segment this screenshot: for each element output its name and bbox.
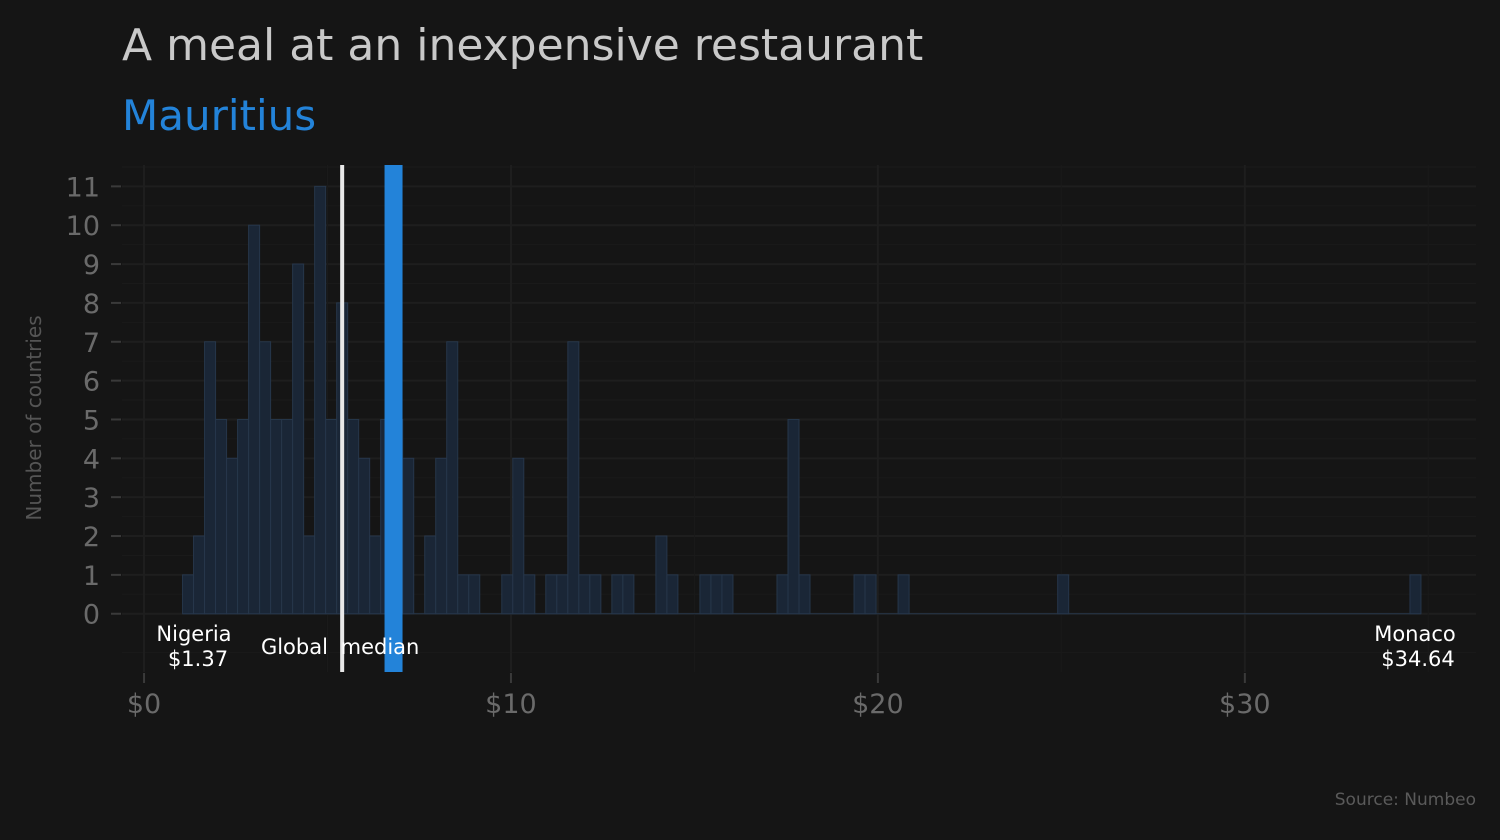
chart-subtitle: Mauritius	[122, 91, 316, 140]
nigeria-label: Nigeria	[156, 622, 231, 646]
histogram-bar	[314, 185, 327, 615]
source-note: Source: Numbeo	[1335, 790, 1476, 810]
y-tick-label: 10	[66, 211, 100, 242]
histogram-bar	[501, 574, 514, 615]
histogram-bar	[710, 574, 723, 615]
histogram-bar	[402, 457, 415, 615]
monaco-value: $34.64	[1381, 647, 1454, 671]
median-label: Global median	[261, 635, 419, 659]
y-tick-label: 0	[83, 600, 100, 631]
y-tick-label: 1	[83, 561, 100, 592]
y-tick-label: 6	[83, 367, 100, 398]
histogram-bar	[182, 574, 195, 615]
monaco-label: Monaco	[1374, 622, 1456, 646]
histogram-bar	[259, 341, 272, 615]
x-tick-label: $20	[852, 689, 904, 720]
histogram-bar	[864, 574, 877, 615]
x-tick-label: $30	[1219, 689, 1271, 720]
histogram-bar	[1057, 574, 1070, 615]
y-tick-label: 9	[83, 250, 100, 281]
histogram-bar	[303, 535, 316, 615]
histogram-bar	[424, 535, 437, 615]
histogram-bar	[281, 418, 294, 615]
histogram-bar	[655, 535, 668, 615]
histogram-bar	[270, 418, 283, 615]
histogram-bar	[798, 574, 811, 615]
histogram-bar	[622, 574, 635, 615]
y-tick-label: 3	[83, 483, 100, 514]
histogram-bar	[204, 341, 217, 615]
histogram-bar	[776, 574, 789, 615]
histogram-bar	[556, 574, 569, 615]
histogram-bar	[358, 457, 371, 615]
y-tick-label: 4	[83, 444, 100, 475]
y-tick-label: 2	[83, 522, 100, 553]
histogram-bar	[193, 535, 206, 615]
histogram-bar	[215, 418, 228, 615]
histogram-bar	[578, 574, 591, 615]
histogram-bar	[611, 574, 624, 615]
y-tick-label: 8	[83, 289, 100, 320]
histogram-bar	[369, 535, 382, 615]
histogram-bar	[1409, 574, 1422, 615]
highlight-bar-mauritius	[384, 165, 403, 672]
histogram-bar	[699, 574, 712, 615]
histogram-bar	[446, 341, 459, 615]
histogram-bar	[567, 341, 580, 615]
histogram-bar	[589, 574, 602, 615]
histogram-bar	[512, 457, 525, 615]
x-tick-label: $10	[485, 689, 537, 720]
histogram-bar	[468, 574, 481, 615]
y-tick-label: 11	[66, 172, 100, 203]
histogram-bar	[237, 418, 250, 615]
y-tick-label: 7	[83, 328, 100, 359]
histogram-bar	[897, 574, 910, 615]
nigeria-value: $1.37	[168, 647, 228, 671]
histogram-bar	[666, 574, 679, 615]
histogram-bar	[853, 574, 866, 615]
y-axis-label: Number of countries	[22, 315, 46, 520]
histogram-bar	[325, 418, 338, 615]
chart-title: A meal at an inexpensive restaurant	[122, 20, 923, 71]
histogram-bar	[721, 574, 734, 615]
histogram-bar	[226, 457, 239, 615]
histogram-bar	[545, 574, 558, 615]
histogram-bar	[347, 418, 360, 615]
x-tick-label: $0	[127, 689, 161, 720]
histogram-bar	[457, 574, 470, 615]
histogram-bar	[787, 418, 800, 615]
plot-area: 0 1 2 3 4 5 6 7 8 9 10 11 $0 $10 $20 $30 Global median Ni…	[66, 165, 1476, 720]
histogram-bar	[435, 457, 448, 615]
histogram-bar	[523, 574, 536, 615]
histogram-bar	[292, 263, 305, 615]
histogram-bar	[248, 224, 261, 615]
y-tick-label: 5	[83, 405, 100, 436]
